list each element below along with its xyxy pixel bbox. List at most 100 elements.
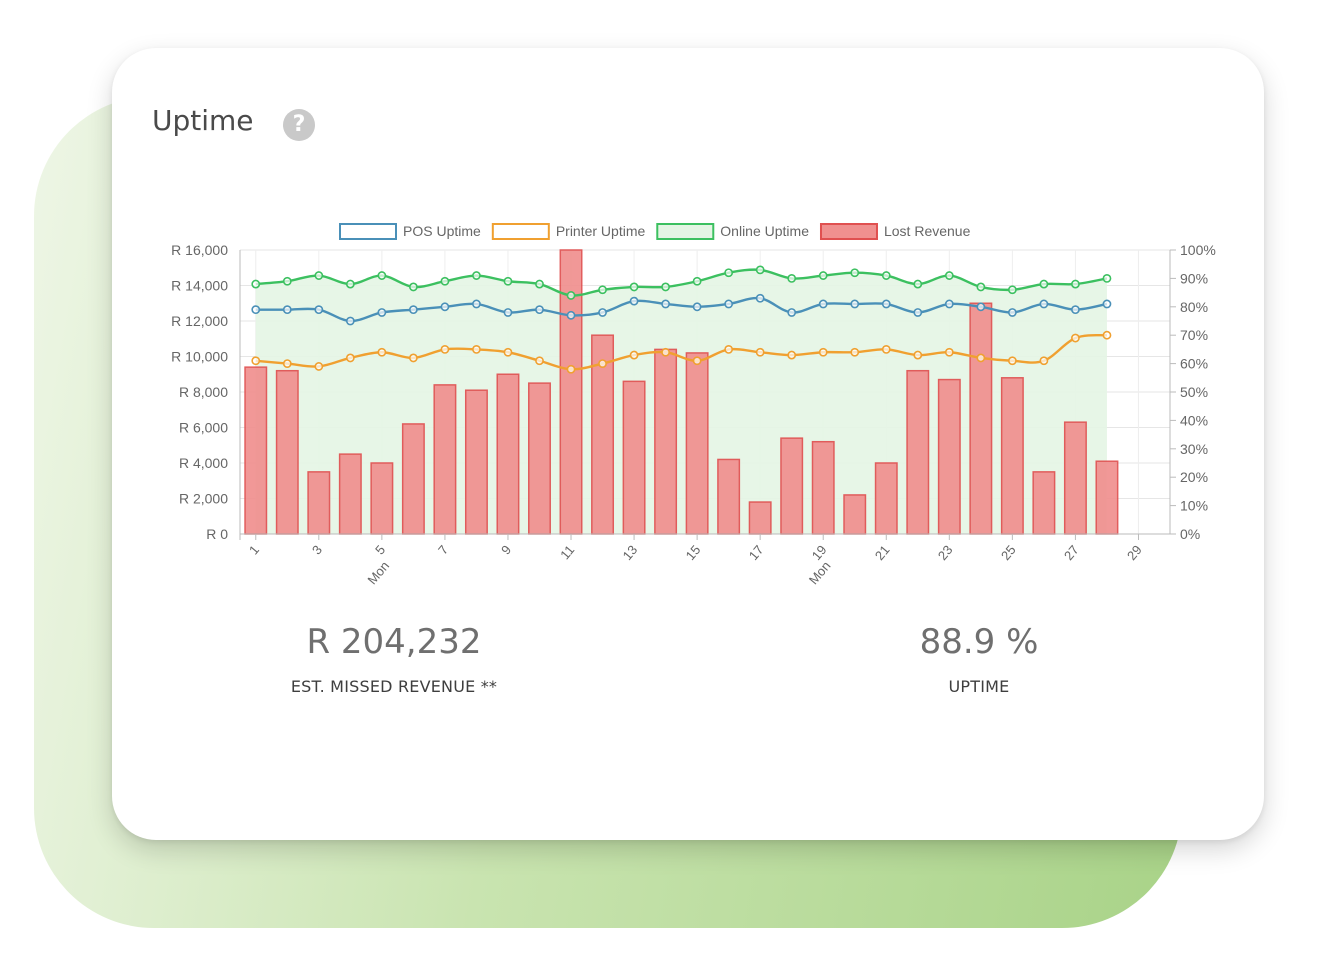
printer-uptime-point xyxy=(1039,356,1049,366)
printer-uptime-point xyxy=(944,347,954,357)
lost-revenue-bar xyxy=(1032,471,1056,535)
x-tick-label: 27 xyxy=(1061,542,1082,563)
pos-uptime-point xyxy=(251,305,261,315)
online-uptime-point xyxy=(377,271,387,280)
uptime-label: UPTIME xyxy=(948,677,1010,696)
online-uptime-point xyxy=(692,276,702,286)
x-tick-label: 25 xyxy=(998,542,1019,563)
lost-revenue-bar xyxy=(275,369,299,535)
lost-revenue-bar xyxy=(1063,421,1087,535)
pos-uptime-legend-swatch xyxy=(339,223,397,240)
online-uptime-point xyxy=(661,282,670,292)
online-uptime-point xyxy=(282,276,292,286)
x-tick-label: 21 xyxy=(872,542,893,563)
online-uptime-point xyxy=(1007,285,1017,295)
y-right-tick-label: 30% xyxy=(1180,441,1208,457)
online-uptime-point xyxy=(535,279,544,289)
y-right-tick-label: 40% xyxy=(1180,412,1208,428)
online-uptime-point xyxy=(408,282,418,292)
printer-uptime-line xyxy=(255,333,1108,371)
y-right-tick-label: 100% xyxy=(1180,242,1216,258)
pos-uptime-legend-label: POS Uptime xyxy=(403,223,481,239)
pos-uptime-point xyxy=(1007,308,1017,317)
pos-uptime-point xyxy=(440,302,450,312)
printer-uptime-legend-label: Printer Uptime xyxy=(556,223,646,239)
y-left-tick-label: R 0 xyxy=(206,526,228,542)
printer-uptime-point xyxy=(251,356,261,366)
lost-revenue-bar xyxy=(528,382,551,535)
printer-uptime-point xyxy=(661,347,670,357)
y-right-tick-label: 10% xyxy=(1180,498,1208,514)
x-tick-label: 5 xyxy=(372,542,388,557)
y-left-tick-label: R 16,000 xyxy=(171,242,228,258)
online-uptime-point xyxy=(345,279,355,289)
widget-title: Uptime xyxy=(152,104,254,137)
printer-uptime-point xyxy=(881,344,891,354)
pos-uptime-point xyxy=(787,308,797,317)
printer-uptime-point xyxy=(345,353,355,363)
printer-uptime-point xyxy=(976,353,986,363)
lost-revenue-bar xyxy=(969,302,993,535)
printer-uptime-point xyxy=(566,364,576,374)
chart-axes: R 0 R 2,000 R 4,000 R 6,000 R 8,000 R 10,000 R… xyxy=(171,242,1216,587)
lost-revenue-bar xyxy=(1000,377,1024,535)
lost-revenue-bars xyxy=(244,249,1119,535)
online-uptime-point xyxy=(598,285,607,295)
pos-uptime-point xyxy=(282,305,292,315)
pos-uptime-point xyxy=(818,299,828,309)
printer-uptime-point xyxy=(314,362,324,371)
y-right-tick-label: 90% xyxy=(1180,270,1208,286)
printer-uptime-point xyxy=(408,353,418,363)
lost-revenue-bar xyxy=(748,501,772,535)
pos-uptime-point xyxy=(408,305,418,315)
online-uptime-point xyxy=(724,268,734,278)
uptime-value: 88.9 % xyxy=(919,622,1039,662)
x-tick-label: 1 xyxy=(246,542,262,557)
online-uptime-line xyxy=(255,268,1108,297)
pos-uptime-point xyxy=(692,302,702,312)
pos-uptime-point xyxy=(535,305,544,315)
printer-uptime-point xyxy=(1102,330,1112,340)
lost-revenue-bar xyxy=(464,389,488,535)
online-uptime-point xyxy=(1071,279,1080,289)
printer-uptime-point xyxy=(472,344,481,354)
online-uptime-point xyxy=(818,271,828,280)
lost-revenue-bar xyxy=(937,378,961,535)
lost-revenue-bar xyxy=(401,423,425,535)
x-tick-label: 13 xyxy=(620,542,641,563)
lost-revenue-bar xyxy=(1095,460,1119,535)
x-day-label: Mon xyxy=(364,558,392,587)
pos-uptime-point xyxy=(503,308,513,317)
lost-revenue-legend-label: Lost Revenue xyxy=(884,223,971,239)
y-left-tick-label: R 6,000 xyxy=(179,420,228,436)
y-left-tick-label: R 14,000 xyxy=(171,278,228,294)
printer-uptime-point xyxy=(1007,356,1017,366)
y-right-tick-label: 70% xyxy=(1180,327,1208,343)
lost-revenue-legend-swatch xyxy=(819,223,878,240)
online-uptime-point xyxy=(881,271,891,280)
printer-uptime-point xyxy=(724,344,734,354)
printer-uptime-point xyxy=(629,350,639,360)
y-left-tick-label: R 4,000 xyxy=(179,455,228,471)
lost-revenue-bar xyxy=(244,366,268,535)
online-uptime-point xyxy=(314,271,324,280)
pos-uptime-point xyxy=(724,299,734,309)
printer-uptime-point xyxy=(787,350,797,360)
printer-uptime-point xyxy=(850,347,860,357)
y-left-tick-label: R 2,000 xyxy=(179,491,228,507)
pos-uptime-point xyxy=(345,316,355,326)
printer-uptime-point xyxy=(377,347,387,357)
online-uptime-point xyxy=(472,271,481,280)
help-icon[interactable]: ? xyxy=(283,109,315,141)
online-uptime-legend-label: Online Uptime xyxy=(720,223,809,239)
lost-revenue-bar xyxy=(685,352,709,535)
lost-revenue-bar xyxy=(622,380,646,535)
x-tick-label: 11 xyxy=(557,542,577,562)
printer-uptime-point xyxy=(818,347,828,357)
pos-uptime-point xyxy=(566,310,576,320)
printer-uptime-point xyxy=(1071,333,1080,343)
pos-uptime-point xyxy=(976,302,986,312)
x-tick-label: 19 xyxy=(809,542,830,563)
online-uptime-point xyxy=(566,291,576,300)
printer-uptime-point xyxy=(913,350,923,360)
